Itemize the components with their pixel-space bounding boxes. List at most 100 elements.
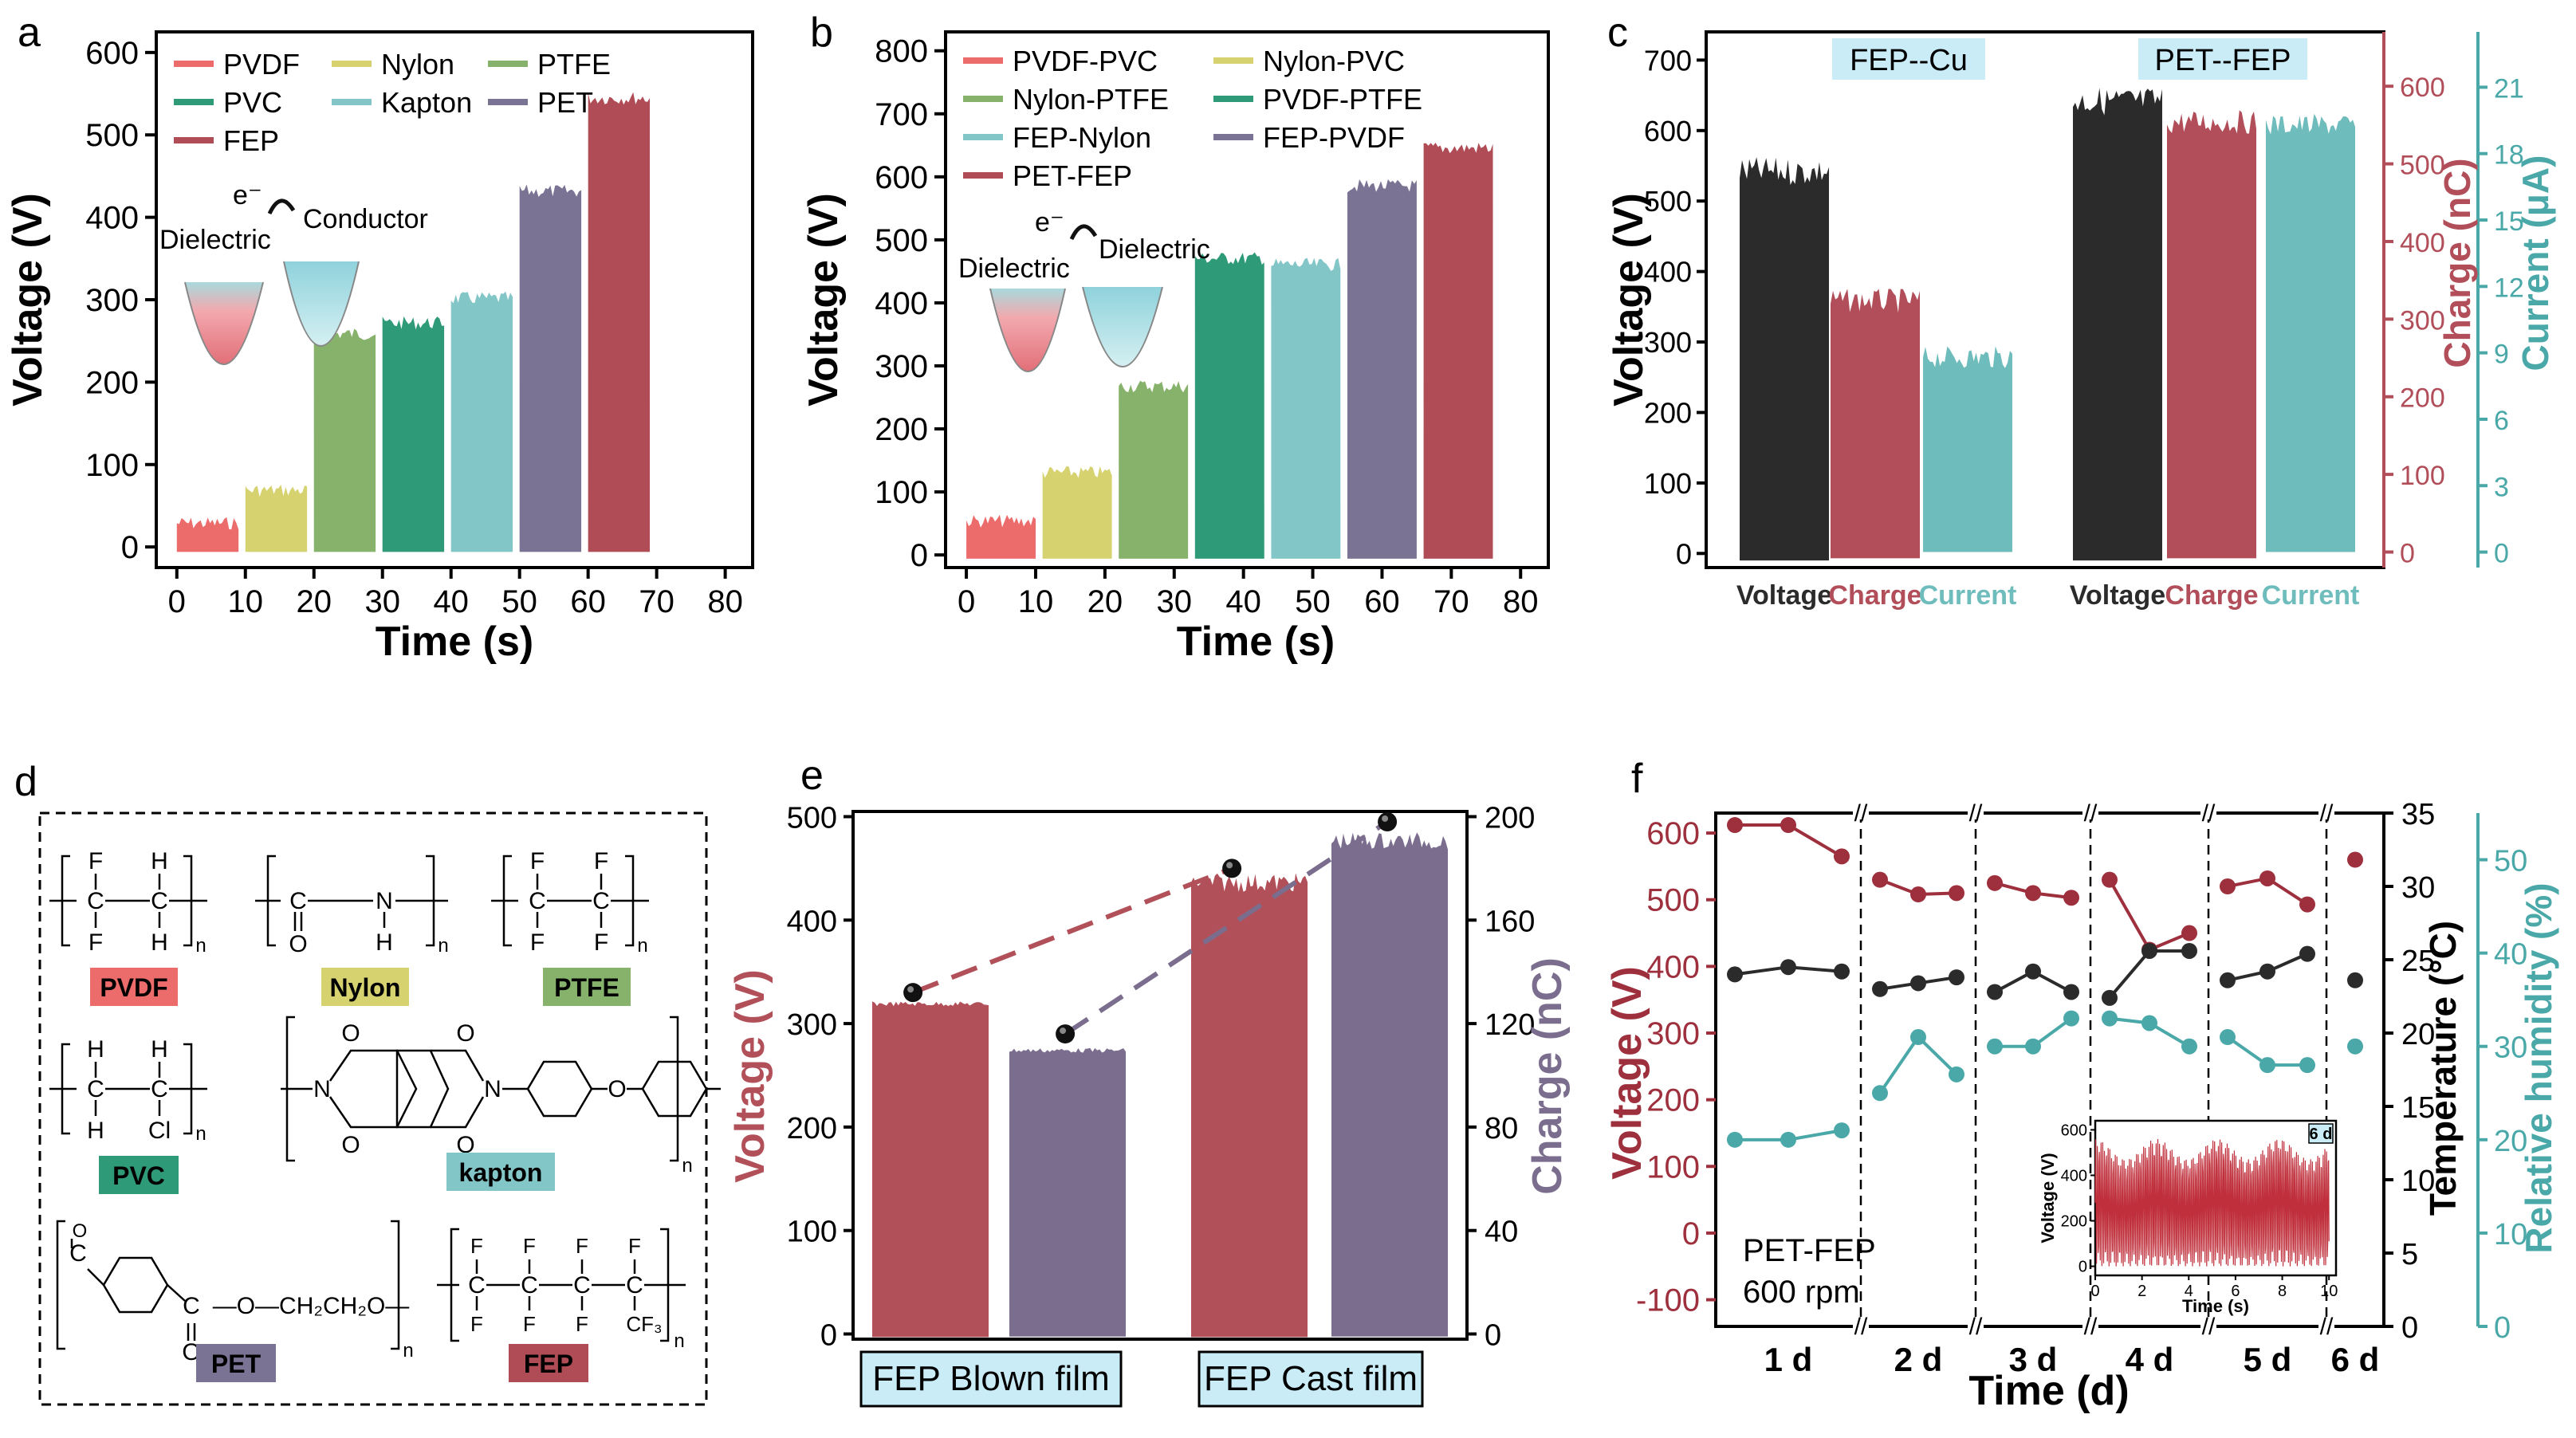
legend-label: FEP (223, 124, 279, 157)
y-tick-label: 200 (85, 365, 139, 400)
y3-tick-label: 6 (2494, 406, 2509, 436)
series-line-voltage (2108, 878, 2190, 952)
fep-atom: C (468, 1272, 486, 1299)
bar-voltage (872, 1001, 989, 1338)
y-tick-label: 200 (875, 412, 928, 447)
pvc-subscript: n (195, 1123, 206, 1145)
bar-fep-pvdf (1347, 179, 1417, 559)
legend-label: PVDF-PTFE (1263, 83, 1422, 116)
category-label-voltage: Voltage (1736, 580, 1832, 611)
y-tick-label: 200 (1644, 396, 1692, 429)
pvdf-atom: H (151, 929, 168, 956)
series-point-relative-humidity (2220, 1029, 2236, 1046)
y-tick-label: 400 (875, 286, 928, 321)
conductor-well-outline (283, 261, 360, 347)
bar-pvc (382, 316, 445, 552)
structure-label-box (446, 1153, 555, 1191)
day-label: 2 d (1894, 1341, 1943, 1378)
axis-break-top: // (1854, 800, 1868, 827)
series-point-temperature (2025, 963, 2041, 980)
y2-tick-label: 5 (2401, 1238, 2418, 1271)
fep-bracket-right (660, 1228, 670, 1342)
category-box-cast (1198, 1350, 1424, 1408)
axis-break-bottom: // (2320, 1314, 2334, 1340)
pvdf-atom: F (88, 848, 103, 874)
nylon-bracket-right (426, 855, 435, 947)
series-point-temperature (2181, 942, 2197, 959)
category-label-current: Current (1919, 580, 2017, 611)
y3-tick-label: 0 (2494, 1311, 2511, 1345)
nylon-subscript: n (438, 935, 448, 957)
trend-voltage (912, 866, 1233, 995)
series-point-relative-humidity (2102, 1010, 2118, 1027)
series-point-voltage (1872, 871, 1888, 888)
bar-pet (519, 184, 582, 552)
panel-b-inset: Dielectric Dielectric e⁻ (958, 207, 1210, 372)
panel-a: a 0 10 20 30 40 50 60 70 80 0 100 200 300 400 500 600 P… (5, 10, 754, 665)
fep-atom: F (576, 1312, 588, 1336)
x-tick-label: 80 (707, 584, 743, 619)
y-tick-label: 400 (1646, 949, 1700, 984)
series-point-relative-humidity (1872, 1085, 1888, 1102)
pvdf-bracket-right (183, 855, 193, 947)
kapton-bracket-right (670, 1016, 679, 1162)
bar-current (2266, 113, 2355, 552)
inset-x-tick-label: 6 (2231, 1283, 2240, 1300)
series-point-relative-humidity (2181, 1038, 2197, 1055)
axis-break-bottom: // (2084, 1314, 2098, 1340)
y3-tick-label: 50 (2494, 845, 2527, 878)
bar-pvdf-pvc (966, 514, 1036, 559)
y-tick-label: 500 (787, 801, 837, 835)
series-point-temperature (2220, 972, 2236, 988)
legend-label: Kapton (381, 86, 472, 119)
electron-arrow-icon (1069, 224, 1098, 241)
y-tick-label: 600 (85, 36, 139, 71)
marker-highlight (1226, 862, 1233, 869)
bar-ptfe (313, 328, 376, 552)
axis-break-top: // (2202, 800, 2216, 827)
series-point-temperature (2347, 972, 2363, 988)
structure-label-pet: PET (211, 1350, 262, 1378)
bar-charge (2167, 110, 2256, 559)
y-tick-label: 500 (875, 223, 928, 258)
y3-tick-label: 12 (2494, 273, 2524, 303)
x-tick-label: 40 (1225, 584, 1261, 619)
dielectric-well-left-outline (989, 288, 1066, 372)
inset-right-label: Dielectric (1099, 234, 1210, 265)
electron-label: e⁻ (1035, 207, 1064, 238)
inset-y-tick-label: 400 (2061, 1167, 2087, 1185)
panel-b-axes: 0 10 20 30 40 50 60 70 8001002003004005006007008… (875, 34, 1538, 619)
x-tick-label: 10 (1018, 584, 1054, 619)
inset-x-tick-label: 2 (2137, 1283, 2146, 1300)
panel-letter-e: e (800, 752, 824, 799)
panel-a-legend: PVDF Nylon PTFE PVC Kapton PET FEP (174, 48, 611, 157)
kapton-phenyl-ring (526, 1060, 593, 1118)
series-point-voltage (1987, 874, 2003, 891)
y-tick-label: -100 (1636, 1283, 1700, 1318)
structure-label-box (509, 1344, 588, 1382)
bar-pet-fep (1423, 143, 1493, 559)
kapton-imide-ring (431, 1049, 485, 1129)
y-tick-label: 200 (787, 1112, 837, 1145)
panel-e-frame (851, 810, 1469, 1341)
y2-tick-label: 400 (2400, 228, 2445, 258)
bar-pvdf (176, 517, 239, 552)
category-label-current: Current (2262, 580, 2360, 611)
y-tick-label: 500 (1644, 185, 1692, 218)
ptfe-subscript: n (637, 935, 647, 957)
structure-label-box (90, 968, 178, 1006)
y-tick-label: 300 (85, 283, 139, 318)
panel-c-bars (1740, 88, 2355, 561)
tag-fep-cu-label: FEP--Cu (1850, 44, 1968, 77)
y-tick-label: 600 (875, 160, 928, 195)
pvc-atom: C (151, 1076, 168, 1102)
x-tick-label: 30 (1157, 584, 1193, 619)
axis-break-top: // (2320, 800, 2334, 827)
structure-label-fep: FEP (524, 1350, 573, 1378)
x-tick-label: 0 (168, 584, 186, 619)
x-tick-label: 50 (501, 584, 537, 619)
inset-y-tick-label: 600 (2061, 1122, 2087, 1139)
axis-break-gap-bottom (1968, 1320, 1984, 1333)
y-tick-label: 700 (875, 97, 928, 132)
